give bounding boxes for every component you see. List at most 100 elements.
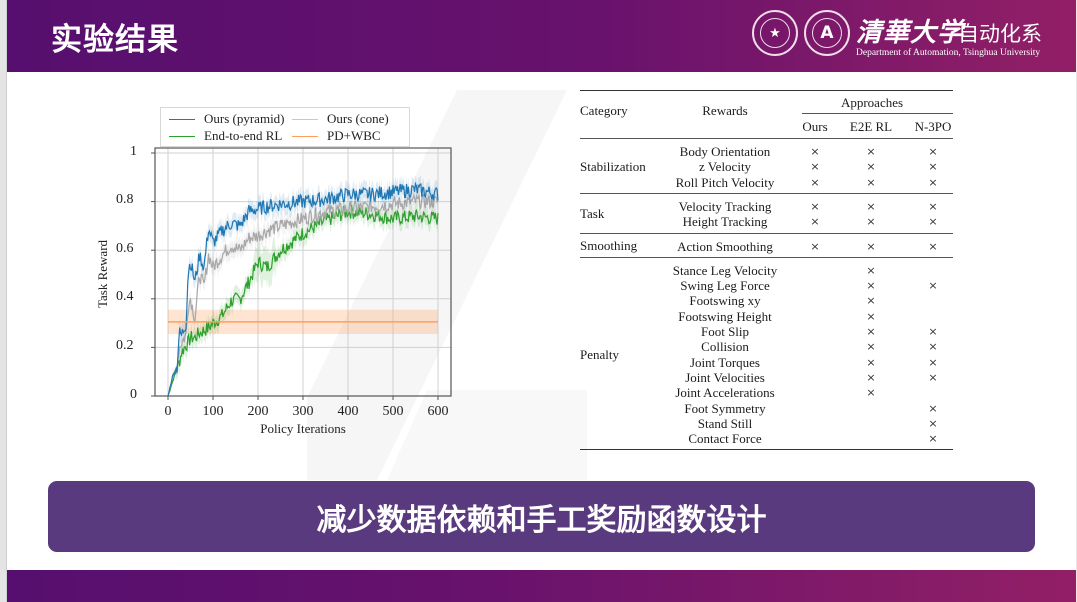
check-mark-icon: × (928, 432, 938, 446)
footer-bar (7, 570, 1076, 602)
table-category-3: Penalty (580, 346, 619, 362)
banner-text: 减少数据依赖和手工奖励函数设计 (316, 502, 767, 538)
table-row-reward: Swing Leg Force (680, 278, 770, 294)
table-row-reward: Joint Velocities (685, 369, 765, 385)
y-tick: 0.6 (116, 241, 134, 256)
university-logo: ★ A 清華大学 自动化系 Department of Automation, … (752, 8, 1052, 62)
table-row-reward: Collision (701, 339, 749, 355)
tsinghua-seal-icon: ★ (752, 10, 798, 56)
legend-swatch-icon (292, 135, 318, 137)
check-mark-icon: × (810, 239, 820, 253)
reward-chart: Ours (pyramid) Ours (cone) End-to-end RL… (7, 0, 480, 460)
table-row-reward: Velocity Tracking (678, 198, 772, 214)
table-row-reward: Foot Symmetry (684, 400, 766, 416)
header-col-ours: Ours (802, 119, 828, 134)
approaches-cmidrule (802, 113, 953, 114)
x-tick: 0 (164, 404, 172, 419)
check-mark-icon: × (810, 160, 820, 174)
window-left-edge (0, 0, 7, 602)
table-category-1: Task (580, 206, 605, 222)
header-approaches: Approaches (840, 95, 904, 110)
check-mark-icon: × (866, 239, 876, 253)
header-col-n3po: N-3PO (914, 119, 952, 134)
check-mark-icon: × (866, 279, 876, 293)
chart-legend: Ours (pyramid) Ours (cone) End-to-end RL… (160, 107, 410, 147)
table-row-reward: Action Smoothing (677, 238, 773, 254)
y-tick: 0.2 (116, 338, 134, 353)
check-mark-icon: × (866, 199, 876, 213)
check-mark-icon: × (928, 355, 938, 369)
check-mark-icon: × (866, 355, 876, 369)
table-category-0: Stabilization (580, 158, 646, 174)
check-mark-icon: × (866, 309, 876, 323)
department-name-en: Department of Automation, Tsinghua Unive… (856, 48, 1041, 58)
legend-swatch-icon (169, 135, 195, 137)
check-mark-icon: × (928, 416, 938, 430)
y-tick: 0.8 (116, 192, 134, 207)
check-mark-icon: × (866, 145, 876, 158)
check-mark-icon: × (866, 294, 876, 308)
table-row-reward: Contact Force (688, 431, 762, 447)
table-row-reward: Joint Accelerations (675, 385, 775, 401)
check-mark-icon: × (928, 340, 938, 354)
legend-item-pyramid: Ours (pyramid) (169, 111, 285, 127)
y-tick: 1 (130, 144, 137, 159)
check-mark-icon: × (928, 370, 938, 384)
check-mark-icon: × (928, 199, 938, 213)
check-mark-icon: × (866, 160, 876, 174)
header-col-e2e: E2E RL (849, 119, 893, 134)
group-rule (580, 232, 953, 234)
table-top-rule (580, 90, 953, 91)
check-mark-icon: × (810, 175, 820, 189)
check-mark-icon: × (866, 340, 876, 354)
automation-seal-icon: A (804, 10, 850, 56)
check-mark-icon: × (928, 325, 938, 338)
table-bottom-rule (580, 449, 953, 451)
legend-item-e2e: End-to-end RL (169, 128, 282, 144)
x-tick: 300 (292, 404, 314, 419)
check-mark-icon: × (810, 199, 820, 213)
table-row-reward: Stand Still (697, 415, 753, 431)
check-mark-icon: × (928, 160, 938, 174)
department-name-cn: 自动化系 (958, 22, 1042, 46)
x-tick: 600 (427, 404, 449, 419)
check-mark-icon: × (866, 325, 876, 338)
legend-label: End-to-end RL (204, 128, 283, 143)
table-row-reward: Footswing Height (678, 308, 772, 324)
conclusion-banner: 减少数据依赖和手工奖励函数设计 (48, 481, 1035, 552)
y-axis-title: Task Reward (95, 239, 110, 309)
x-tick: 100 (202, 404, 224, 419)
check-mark-icon: × (866, 370, 876, 384)
check-mark-icon: × (928, 401, 938, 415)
header-rewards: Rewards (702, 103, 748, 118)
university-name: 清華大学 (856, 18, 965, 48)
y-tick: 0 (130, 387, 137, 402)
check-mark-icon: × (866, 215, 876, 229)
slide: 实验结果 ★ A 清華大学 自动化系 Department of Automat… (7, 0, 1076, 602)
check-mark-icon: × (928, 145, 938, 158)
group-rule (580, 192, 953, 194)
table-row-reward: Stance Leg Velocity (672, 262, 778, 278)
check-mark-icon: × (810, 145, 820, 158)
page-title: 实验结果 (51, 22, 179, 58)
check-mark-icon: × (928, 175, 938, 189)
legend-label: Ours (pyramid) (204, 111, 285, 126)
header-rule (580, 138, 953, 139)
table-row-reward: Height Tracking (682, 214, 768, 230)
check-mark-icon: × (810, 215, 820, 229)
check-mark-icon: × (866, 263, 876, 277)
check-mark-icon: × (928, 215, 938, 229)
table-row-reward: Footswing xy (689, 293, 761, 309)
legend-swatch-icon (169, 118, 195, 120)
table-category-2: Smoothing (580, 238, 638, 254)
table-row-reward: Joint Torques (690, 354, 760, 370)
table-row-reward: Body Orientation (679, 144, 771, 159)
legend-item-pdwbc: PD+WBC (292, 128, 381, 144)
header-category: Category (580, 103, 628, 118)
table-row-reward: Foot Slip (700, 324, 750, 339)
watermark-logo-icon (307, 90, 587, 480)
header-bar: 实验结果 ★ A 清華大学 自动化系 Department of Automat… (7, 0, 1076, 72)
legend-label: PD+WBC (327, 128, 381, 143)
check-mark-icon: × (928, 239, 938, 253)
table-row-reward: z Velocity (698, 159, 752, 175)
